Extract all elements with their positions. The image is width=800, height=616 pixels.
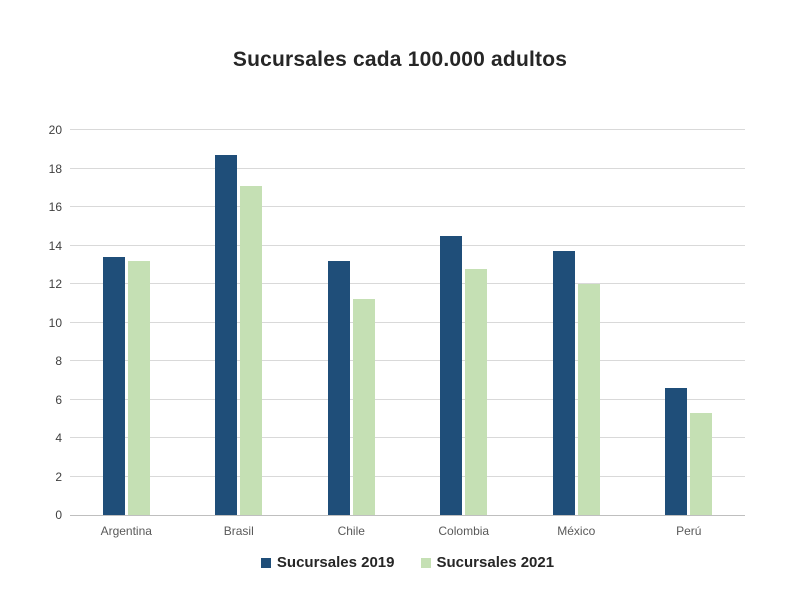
gridline (70, 206, 745, 207)
gridline (70, 398, 745, 400)
bar (240, 185, 263, 515)
y-tick-label: 14 (48, 238, 62, 253)
legend-swatch-icon (420, 557, 431, 568)
x-tick-label: Colombia (438, 524, 490, 538)
y-tick-label: 10 (48, 315, 62, 330)
gridline (70, 283, 745, 284)
y-tick-label: 4 (55, 431, 62, 445)
gridline (70, 129, 745, 130)
y-tick-label: 16 (48, 200, 62, 214)
y-axis-labels: 0 2 4 6 8 10 12 14 16 18 20 (30, 124, 62, 521)
bar (690, 412, 713, 515)
y-tick-label: 6 (55, 392, 62, 407)
plot-area (70, 129, 746, 516)
bar-group (520, 130, 633, 515)
chart-title: Sucursales cada 100.000 adultos (232, 48, 568, 71)
x-tick-label: México (557, 524, 596, 538)
bar (465, 268, 488, 515)
bar-group (633, 130, 746, 515)
bar (440, 235, 463, 515)
legend: Sucursales 2019 Sucursales 2021 (70, 554, 745, 571)
y-tick-label: 20 (48, 123, 62, 137)
legend-item: Sucursales 2021 (420, 554, 555, 571)
x-tick-label: Chile (337, 524, 365, 538)
bar-group (408, 130, 521, 515)
y-tick-label: 0 (55, 508, 62, 522)
y-tick-label: 12 (48, 277, 62, 291)
bar (215, 155, 238, 515)
bar (327, 260, 350, 515)
bar-group (183, 130, 296, 515)
x-tick-label: Argentina (100, 524, 152, 538)
legend-label: Sucursales 2021 (436, 554, 555, 571)
x-axis-labels: Argentina Brasil Chile Colombia México Perú (70, 524, 745, 538)
bar (665, 387, 688, 515)
y-tick-label: 8 (55, 354, 62, 368)
gridline (70, 167, 745, 169)
bar (352, 299, 375, 515)
x-tick-label: Brasil (223, 524, 254, 538)
bar-group (295, 130, 408, 515)
bar (552, 251, 575, 515)
gridline (70, 244, 745, 246)
gridline (70, 321, 745, 323)
legend-swatch-icon (260, 557, 271, 568)
legend-item: Sucursales 2019 (260, 554, 395, 571)
gridline (70, 360, 745, 361)
y-tick-label: 18 (48, 161, 62, 176)
bar (102, 257, 125, 515)
gridline (70, 437, 745, 438)
bar (577, 284, 600, 515)
gridline (70, 475, 745, 477)
y-tick-label: 2 (55, 469, 62, 484)
bar (127, 260, 150, 515)
bar-group (70, 130, 183, 515)
legend-label: Sucursales 2019 (276, 554, 395, 571)
x-tick-label: Perú (676, 524, 702, 538)
